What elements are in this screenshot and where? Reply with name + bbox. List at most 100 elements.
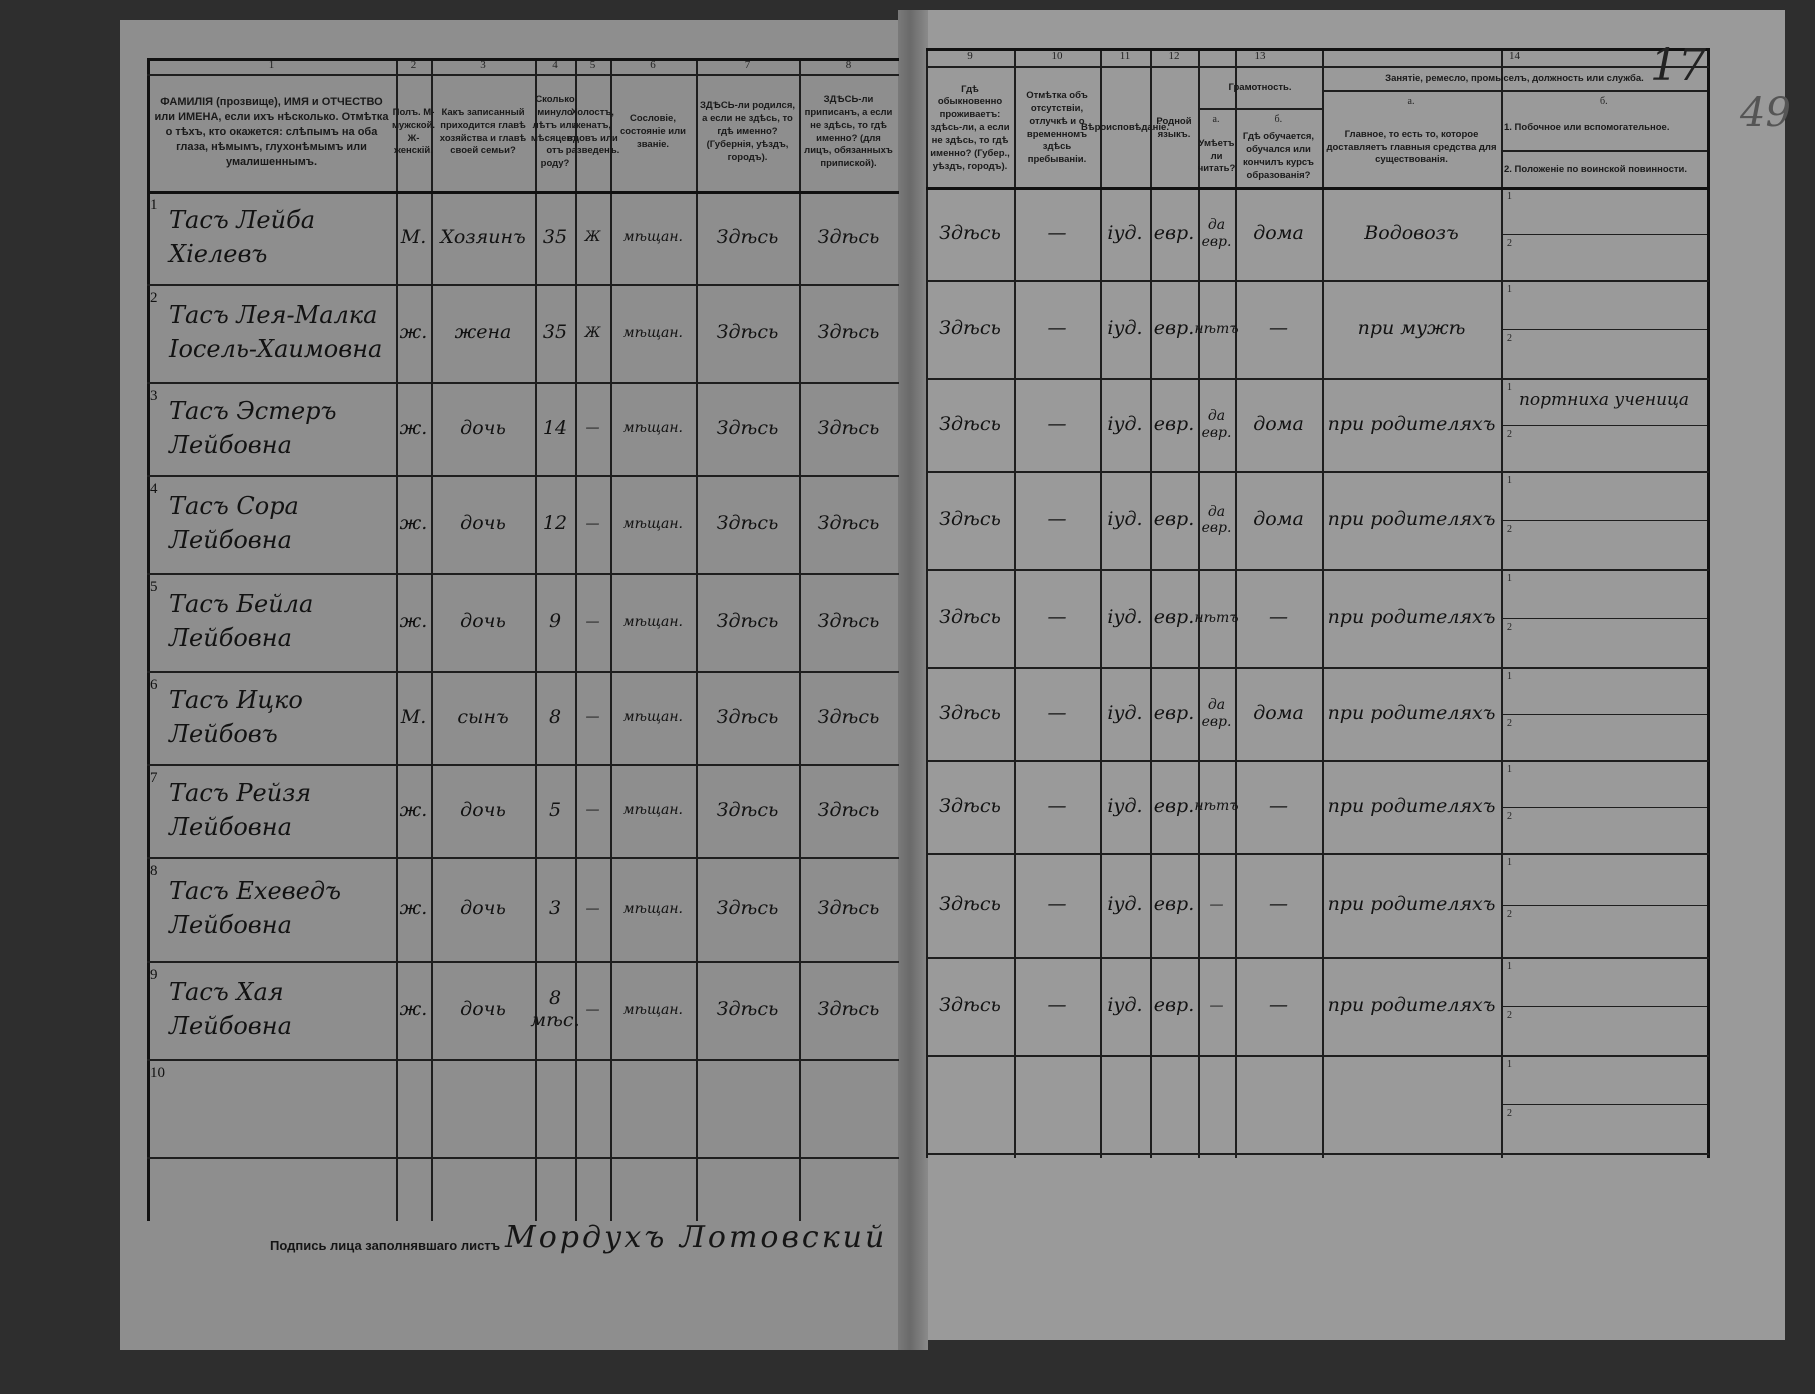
subrow-label-1: 1: [1507, 764, 1512, 775]
cell-school: дома: [1253, 508, 1304, 531]
cell-resides: Здѣсь: [939, 701, 1001, 724]
row-number: 7: [150, 770, 158, 786]
subcolumn-letter: а.: [1407, 96, 1415, 107]
column-header: Родной языкъ.: [1156, 115, 1192, 140]
column-number: 13: [1254, 50, 1266, 62]
subrow-rule: [1501, 424, 1707, 426]
cell-estate: мѣщан.: [623, 324, 683, 341]
left-page: [120, 20, 920, 1350]
right-page: [905, 10, 1785, 1340]
cell-marital: Ж: [584, 324, 601, 341]
column-rule: [926, 48, 928, 1158]
cell-resides: Здѣсь: [939, 508, 1001, 531]
column-number: 11: [1119, 50, 1131, 62]
cell-religion: іуд.: [1107, 794, 1143, 817]
subrow-label-2: 2: [1507, 237, 1512, 249]
row-number: 3: [150, 388, 158, 404]
column-rule: [575, 58, 577, 1221]
cell-age: 35: [542, 225, 568, 248]
cell-estate: мѣщан.: [623, 613, 683, 630]
cell-absence: —: [1047, 994, 1067, 1017]
cell-language: евр.: [1153, 893, 1195, 916]
cell-name: Тасъ Ицко Лейбовъ: [169, 685, 303, 748]
cell-born: Здѣсь: [716, 897, 779, 920]
column-header: ФАМИЛІЯ (прозвище), ИМЯ и ОТЧЕСТВО или И…: [154, 96, 389, 168]
column-header: Холостъ, женатъ, вдовъ или разведенъ.: [565, 106, 620, 157]
subrow-label-2: 2: [1507, 717, 1512, 729]
column-rule: [696, 58, 698, 1221]
signature-label: Подпись лица заполнявшаго листъ: [270, 1238, 501, 1253]
cell-religion: іуд.: [1107, 893, 1143, 916]
cell-resides: Здѣсь: [939, 606, 1001, 629]
column-number: 6: [650, 59, 656, 71]
row-rule: [147, 573, 899, 575]
cell-estate: мѣщан.: [623, 1001, 683, 1018]
row-number: 8: [150, 863, 158, 879]
row-rule: [926, 280, 1709, 282]
group-13-rule: [1198, 108, 1322, 110]
cell-sex: ж.: [399, 321, 428, 344]
header-number-rule: [147, 74, 899, 76]
row-number: 6: [150, 677, 158, 693]
group-14-rule: [1322, 90, 1707, 92]
column-group-header: Грамотность.: [1228, 81, 1292, 93]
pencil-page-number: 49: [1740, 90, 1791, 136]
column-number: 8: [845, 59, 852, 71]
cell-religion: іуд.: [1107, 412, 1143, 435]
column-number: 4: [552, 59, 558, 71]
cell-language: евр.: [1153, 794, 1195, 817]
subrow-rule: [1501, 1104, 1707, 1105]
cell-language: евр.: [1153, 606, 1195, 629]
cell-registered: Здѣсь: [817, 798, 880, 821]
column-rule: [1014, 48, 1016, 1158]
cell-reads: —: [1209, 896, 1224, 913]
cell-sex: ж.: [399, 998, 428, 1021]
column-header: Отмѣтка объ отсутствіи, отлучкѣ и о врем…: [1026, 90, 1088, 166]
cell-absence: —: [1047, 701, 1067, 724]
column-number: 3: [480, 59, 486, 71]
row-rule: [147, 382, 899, 384]
cell-reads: да евр.: [1201, 503, 1232, 536]
subrow-label-2: 2: [1507, 524, 1512, 535]
cell-school: дома: [1253, 221, 1304, 244]
row-number: 1: [150, 197, 158, 213]
cell-name: Тасъ Сора Лейбовна: [169, 492, 299, 554]
cell-relation: Хозяинъ: [440, 225, 526, 248]
cell-name: Тасъ Эстеръ Лейбовна: [169, 396, 337, 459]
cell-reads: да евр.: [1201, 217, 1232, 250]
column-number: 10: [1051, 50, 1063, 62]
cell-resides: Здѣсь: [939, 412, 1001, 435]
column-rule: [431, 58, 433, 1221]
row-rule: [147, 961, 899, 963]
subrow-rule: [1501, 1006, 1707, 1007]
row-rule: [926, 471, 1709, 473]
cell-name: Тасъ Хая Лейбовна: [169, 978, 292, 1040]
cell-born: Здѣсь: [716, 512, 779, 535]
column-header: Сословіе, состояніе или званіе.: [619, 113, 686, 150]
column-rule: [1150, 48, 1152, 1158]
subrow-label-2: 2: [1507, 909, 1512, 920]
cell-relation: дочь: [460, 998, 506, 1021]
cell-occupation: при родителяхъ: [1327, 606, 1496, 629]
cell-name: Тасъ Лея-Малка Іосель-Хаимовна: [169, 301, 383, 363]
cell-school: —: [1269, 606, 1288, 629]
cell-language: евр.: [1153, 508, 1195, 531]
cell-school: дома: [1253, 412, 1304, 435]
row-rule: [926, 378, 1709, 380]
cell-occupation: при родителяхъ: [1327, 794, 1496, 817]
row-rule: [147, 475, 899, 477]
subrow-label-1: 1: [1507, 1059, 1512, 1070]
cell-sex: ж.: [399, 610, 428, 633]
cell-born: Здѣсь: [716, 610, 779, 633]
cell-religion: іуд.: [1107, 701, 1143, 724]
cell-reads: —: [1209, 997, 1224, 1014]
subcolumn-letter: а.: [1212, 114, 1220, 125]
cell-language: евр.: [1153, 412, 1195, 435]
cell-name: Тасъ Рейзя Лейбовна: [169, 778, 312, 841]
page-gutter: [898, 10, 928, 1350]
row-number: 4: [150, 481, 158, 497]
column-number: 7: [744, 59, 751, 71]
cell-absence: —: [1047, 412, 1067, 435]
cell-born: Здѣсь: [716, 798, 779, 821]
cell-absence: —: [1047, 221, 1067, 244]
